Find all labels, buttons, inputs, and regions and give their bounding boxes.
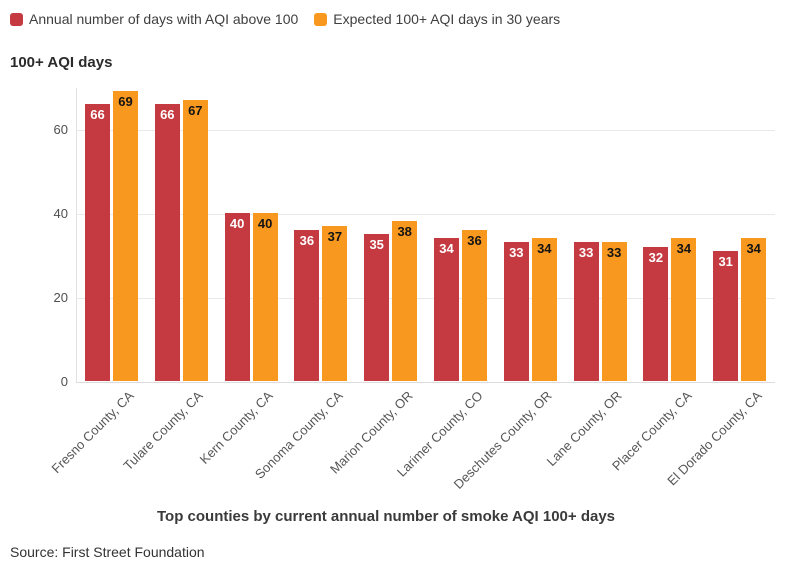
bar-value-label: 37: [327, 228, 343, 244]
bar-value-label: 33: [606, 245, 622, 261]
bar-expected-3: 37: [322, 225, 348, 381]
y-tick-label-60: 60: [53, 122, 68, 137]
legend-item-current: Annual number of days with AQI above 100: [10, 11, 298, 27]
bar-expected-7: 33: [601, 242, 627, 381]
bar-current-6: 33: [503, 242, 529, 381]
bar-current-7: 33: [573, 242, 599, 381]
bar-current-0: 66: [85, 103, 110, 381]
bar-expected-1: 67: [182, 99, 208, 381]
gridline-20: [77, 298, 775, 299]
bar-value-label: 35: [369, 237, 384, 252]
y-tick-label-40: 40: [53, 206, 68, 221]
legend: Annual number of days with AQI above 100…: [10, 11, 560, 27]
bar-value-label: 67: [188, 102, 203, 118]
bar-expected-0: 69: [113, 91, 138, 381]
bar-expected-9: 34: [741, 238, 767, 381]
legend-swatch-red: [10, 12, 23, 26]
bar-value-label: 33: [509, 245, 524, 261]
bar-current-9: 31: [713, 250, 739, 381]
bar-value-label: 33: [578, 245, 594, 261]
legend-swatch-orange: [314, 12, 328, 26]
bar-expected-5: 36: [462, 229, 487, 381]
x-axis-labels: Fresno County, CA Tulare County, CA Kern C…: [48, 388, 775, 508]
plot-area: 66 69 66 67 40 40 36 37 35 38 34 36 33 34 33 33 32 34 31 34: [77, 88, 775, 383]
bar-expected-4: 38: [392, 221, 418, 381]
y-tick-label-20: 20: [53, 290, 68, 305]
legend-label-expected: Expected 100+ AQI days in 30 years: [333, 11, 561, 27]
y-tick-label-0: 0: [60, 374, 68, 389]
legend-item-expected: Expected 100+ AQI days in 30 years: [314, 11, 560, 27]
bar-value-label: 69: [118, 94, 133, 110]
source-attribution: Source: First Street Foundation: [10, 544, 205, 560]
bar-current-2: 40: [224, 213, 250, 381]
gridline-0: [77, 382, 775, 383]
bar-value-label: 34: [537, 241, 552, 257]
bar-value-label: 40: [229, 216, 245, 231]
bar-expected-2: 40: [252, 213, 278, 381]
legend-label-current: Annual number of days with AQI above 100: [29, 11, 299, 27]
bar-current-8: 32: [643, 246, 669, 381]
bar-value-label: 38: [397, 224, 412, 240]
bar-value-label: 31: [718, 253, 733, 269]
bar-current-5: 34: [434, 238, 459, 381]
y-axis-title: 100+ AQI days: [10, 54, 113, 71]
gridline-60: [77, 130, 775, 131]
bar-value-label: 66: [160, 106, 175, 122]
bar-value-label: 34: [439, 241, 454, 257]
gridline-40: [77, 214, 775, 215]
x-axis-title: Top counties by current annual number of…: [156, 508, 616, 525]
bar-value-label: 34: [676, 241, 692, 257]
bar-current-4: 35: [364, 234, 390, 381]
bar-value-label: 40: [257, 216, 273, 231]
bar-expected-6: 34: [531, 238, 557, 381]
bar-value-label: 66: [90, 106, 105, 122]
bar-value-label: 36: [467, 232, 482, 248]
bar-value-label: 36: [299, 232, 315, 248]
y-axis-line: [76, 88, 77, 383]
bar-value-label: 32: [648, 249, 664, 265]
bar-value-label: 34: [746, 241, 761, 257]
bar-current-3: 36: [294, 229, 320, 381]
bar-current-1: 66: [154, 103, 180, 381]
bar-expected-8: 34: [671, 238, 697, 381]
